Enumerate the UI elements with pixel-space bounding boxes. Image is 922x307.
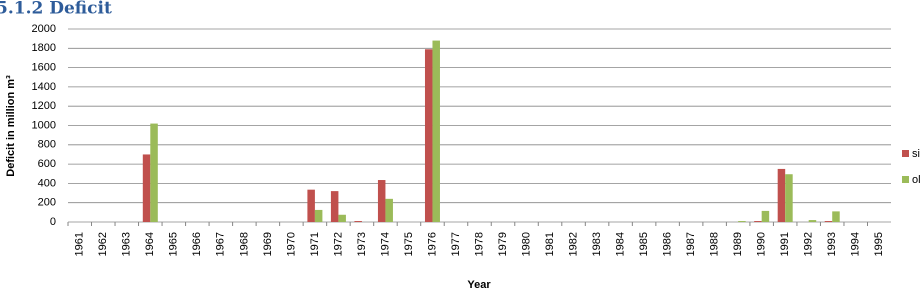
x-tick-label: 1978 [473,232,485,256]
x-tick-label: 1993 [826,232,838,256]
x-tick-label: 1961 [74,232,86,256]
y-tick-label: 400 [38,177,56,189]
y-tick-label: 2000 [32,23,56,35]
x-tick-label: 1979 [497,232,509,256]
x-tick-label: 1972 [332,232,344,256]
y-tick-label: 1400 [32,81,56,93]
legend-swatch [902,176,909,183]
bar [432,40,440,222]
bar [754,221,762,222]
x-tick-label: 1990 [756,232,768,256]
bar [385,198,393,222]
x-tick-label: 1991 [779,232,791,256]
bar [777,168,786,222]
x-tick-label: 1967 [215,232,227,256]
legend-swatch [902,150,909,157]
x-tick-label: 1964 [144,232,156,256]
bar [142,154,151,222]
x-tick-label: 1971 [309,232,321,256]
x-tick-label: 1983 [591,232,603,256]
y-tick-label: 1000 [32,119,56,131]
y-tick-label: 1200 [32,100,56,112]
bar [824,221,833,222]
bar [761,210,770,222]
x-tick-label: 1968 [238,232,250,256]
x-tick-label: 1989 [732,232,744,256]
x-tick-label: 1985 [638,232,650,256]
x-tick-label: 1995 [873,232,885,256]
x-tick-label: 1966 [191,232,203,256]
x-tick-label: 1992 [803,232,815,256]
x-tick-label: 1987 [685,232,697,256]
bar [738,221,746,222]
y-tick-label: 1800 [32,42,56,54]
x-tick-label: 1994 [850,232,862,256]
x-axis-title: Year [467,279,491,291]
bar [424,49,433,222]
y-tick-label: 1600 [32,62,56,74]
x-tick-label: 1976 [426,232,438,256]
bar [377,180,386,222]
legend-label: si [912,148,920,160]
bar [307,189,315,222]
bar [314,209,323,222]
x-tick-label: 1973 [356,232,368,256]
bar [808,220,817,222]
chart-title: 5.1.2 Deficit [0,0,112,19]
y-axis-title: Deficit in million m³ [5,75,17,177]
x-tick-label: 1974 [379,232,391,256]
bar [150,123,158,222]
x-tick-label: 1986 [662,232,674,256]
x-tick-label: 1969 [262,232,274,256]
x-tick-label: 1965 [168,232,180,256]
x-tick-label: 1982 [567,232,579,256]
x-tick-label: 1975 [403,232,415,256]
x-tick-label: 1980 [520,232,532,256]
x-tick-label: 1970 [285,232,297,256]
x-tick-label: 1977 [450,232,462,256]
x-tick-label: 1962 [97,232,109,256]
y-tick-label: 600 [38,158,56,170]
bar [832,211,840,222]
bar [785,174,793,222]
x-tick-label: 1981 [544,232,556,256]
bar [338,214,346,222]
x-tick-label: 1963 [121,232,133,256]
y-tick-label: 0 [50,216,56,228]
bar [354,221,362,222]
x-tick-label: 1984 [614,232,626,256]
x-tick-label: 1988 [709,232,721,256]
y-tick-label: 200 [38,197,56,209]
y-tick-label: 800 [38,139,56,151]
legend-label: ol [912,174,921,186]
bar [330,191,339,222]
